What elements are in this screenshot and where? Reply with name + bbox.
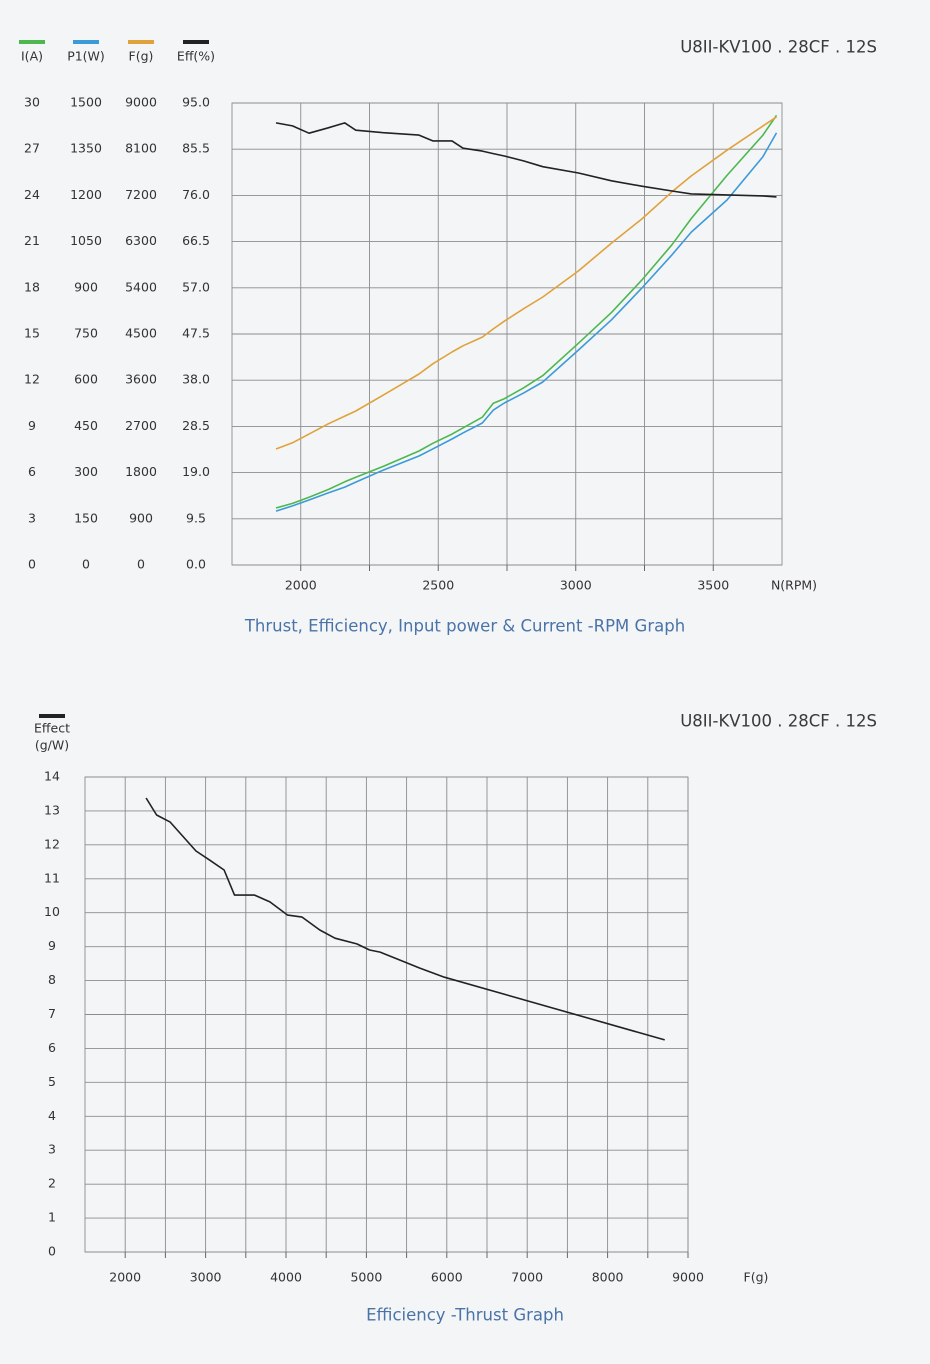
y-tick-label: 9 [28,418,36,433]
x-tick-label: 6000 [431,1270,463,1285]
y-tick-label: 2700 [125,418,157,433]
y-tick-label: 9.5 [186,510,206,525]
chart-caption: Efficiency -Thrust Graph [366,1306,564,1325]
y-tick-label: 76.0 [182,187,210,202]
y-tick-label: 6 [48,1040,56,1055]
y-tick-label: 12 [24,372,40,387]
x-tick-label: 3500 [697,578,729,593]
y-tick-label: 0 [82,557,90,572]
y-tick-label: 1800 [125,464,157,479]
y-tick-label: 1350 [70,141,102,156]
y-tick-label: 300 [74,464,98,479]
y-axis-label: (g/W) [35,738,69,753]
y-tick-label: 1050 [70,233,102,248]
y-tick-label: 6 [28,464,36,479]
x-axis-label: F(g) [744,1270,769,1285]
legend-label: Effect [34,721,70,736]
y-tick-label: 6300 [125,233,157,248]
y-tick-label: 14 [44,769,60,784]
y-tick-label: 12 [44,836,60,851]
x-tick-label: 9000 [672,1270,704,1285]
y-tick-label: 95.0 [182,95,210,110]
y-tick-label: 85.5 [182,141,210,156]
chart-title: U8II-KV100 . 28CF . 12S [680,38,877,57]
y-tick-label: 750 [74,326,98,341]
y-tick-label: 450 [74,418,98,433]
y-tick-label: 9000 [125,95,157,110]
y-tick-label: 4500 [125,326,157,341]
y-tick-label: 7 [48,1006,56,1021]
y-tick-label: 3 [28,510,36,525]
y-tick-label: 28.5 [182,418,210,433]
y-tick-label: 2 [48,1176,56,1191]
x-tick-label: 2000 [285,578,317,593]
legend-label: I(A) [21,49,43,64]
legend-label: Eff(%) [177,49,215,64]
y-tick-label: 15 [24,326,40,341]
y-tick-label: 150 [74,510,98,525]
y-tick-label: 8100 [125,141,157,156]
y-tick-label: 0.0 [186,557,206,572]
legend-label: F(g) [129,49,154,64]
x-tick-label: 2000 [109,1270,141,1285]
y-tick-label: 38.0 [182,372,210,387]
x-tick-label: 3000 [190,1270,222,1285]
y-tick-label: 5 [48,1074,56,1089]
y-tick-label: 7200 [125,187,157,202]
y-tick-label: 21 [24,233,40,248]
y-tick-label: 5400 [125,279,157,294]
y-tick-label: 66.5 [182,233,210,248]
chart-caption: Thrust, Efficiency, Input power & Curren… [244,617,685,636]
y-tick-label: 0 [28,557,36,572]
x-axis-label: N(RPM) [771,578,817,593]
series-line [275,122,777,198]
y-tick-label: 10 [44,904,60,919]
y-tick-label: 30 [24,95,40,110]
y-tick-label: 0 [48,1244,56,1259]
x-tick-label: 3000 [560,578,592,593]
y-tick-label: 9 [48,938,56,953]
chart-title: U8II-KV100 . 28CF . 12S [680,712,877,731]
series-line [275,132,778,512]
y-tick-label: 19.0 [182,464,210,479]
y-tick-label: 27 [24,141,40,156]
y-tick-label: 900 [74,279,98,294]
y-tick-label: 1500 [70,95,102,110]
series-line [145,797,665,1041]
x-tick-label: 8000 [592,1270,624,1285]
y-tick-label: 24 [24,187,40,202]
y-tick-label: 8 [48,972,56,987]
x-tick-label: 7000 [511,1270,543,1285]
legend-label: P1(W) [67,49,105,64]
x-tick-label: 4000 [270,1270,302,1285]
x-tick-label: 2500 [422,578,454,593]
y-tick-label: 47.5 [182,326,210,341]
y-tick-label: 1 [48,1210,56,1225]
y-tick-label: 900 [129,510,153,525]
series-line [275,116,777,450]
y-tick-label: 3 [48,1142,56,1157]
series-line [275,114,778,509]
y-tick-label: 4 [48,1108,56,1123]
y-tick-label: 3600 [125,372,157,387]
y-tick-label: 18 [24,279,40,294]
y-tick-label: 600 [74,372,98,387]
y-tick-label: 11 [44,870,60,885]
x-tick-label: 5000 [350,1270,382,1285]
y-tick-label: 13 [44,802,60,817]
y-tick-label: 57.0 [182,279,210,294]
y-tick-label: 0 [137,557,145,572]
y-tick-label: 1200 [70,187,102,202]
